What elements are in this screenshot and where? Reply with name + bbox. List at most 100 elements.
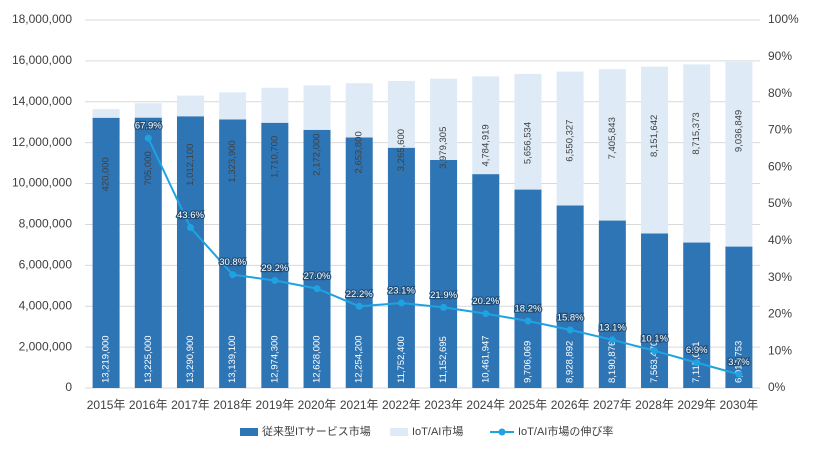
bar: [683, 64, 711, 243]
x-tick-label: 2019年: [255, 398, 294, 412]
bar: [345, 83, 373, 138]
bar-value-label: 8,190,876: [607, 341, 618, 383]
x-tick-label: 2024年: [466, 398, 505, 412]
bar: [345, 137, 373, 388]
line-point: [186, 224, 194, 232]
legend-label: IoT/AI市場: [412, 424, 463, 438]
line-value-label: 23.1%: [388, 286, 415, 297]
x-tick-label: 2017年: [171, 398, 210, 412]
bar: [472, 174, 500, 388]
bar: [514, 189, 542, 388]
y2-tick-label: 100%: [768, 12, 799, 26]
bar-value-label: 12,628,000: [312, 335, 323, 383]
y2-tick-label: 80%: [768, 86, 792, 100]
bar: [134, 117, 162, 388]
bar-value-label: 11,152,695: [438, 336, 449, 383]
legend-marker: [498, 428, 506, 436]
line-point: [229, 271, 237, 279]
line-point: [524, 317, 532, 325]
line-value-label: 22.2%: [346, 289, 373, 300]
bar: [598, 220, 626, 388]
bar-value-label: 6,550,327: [565, 120, 576, 162]
line-value-label: 21.9%: [430, 290, 457, 301]
bar: [641, 233, 669, 388]
bar-value-label: 5,656,534: [522, 122, 533, 164]
line-point: [735, 370, 743, 378]
bar: [261, 87, 289, 123]
line-value-label: 6.9%: [686, 345, 708, 356]
x-tick-label: 2021年: [340, 398, 379, 412]
y-tick-label: 6,000,000: [19, 258, 73, 272]
x-tick-label: 2029年: [677, 398, 716, 412]
bar: [176, 95, 204, 117]
bar-value-label: 6,917,753: [733, 341, 744, 383]
bar: [387, 80, 415, 148]
bar-value-label: 10,461,947: [480, 335, 491, 383]
y2-tick-label: 20%: [768, 307, 792, 321]
bar: [556, 71, 584, 206]
legend-label: 従来型ITサービス市場: [262, 424, 371, 438]
line-point: [566, 326, 574, 334]
line-value-label: 20.2%: [472, 296, 499, 307]
bar-value-label: 3,979,305: [438, 127, 449, 169]
line-value-label: 30.8%: [219, 257, 246, 268]
x-tick-label: 2025年: [509, 398, 548, 412]
legend-swatch: [240, 428, 258, 436]
x-tick-label: 2016年: [129, 398, 168, 412]
line-value-label: 10.1%: [641, 333, 668, 344]
bar-value-label: 705,000: [143, 151, 154, 185]
line-point: [313, 285, 321, 293]
bar-value-label: 12,974,300: [269, 335, 280, 383]
bar-value-label: 13,290,900: [185, 335, 196, 383]
line-point: [693, 359, 701, 367]
bar: [387, 147, 415, 388]
y-tick-label: 18,000,000: [12, 12, 72, 26]
bar: [219, 119, 247, 388]
bar: [303, 85, 331, 130]
y-tick-label: 0: [65, 380, 72, 394]
x-tick-label: 2026年: [551, 398, 590, 412]
line-point: [608, 336, 616, 344]
bar: [641, 66, 669, 234]
bar: [556, 205, 584, 388]
x-tick-label: 2020年: [298, 398, 337, 412]
bar-value-label: 1,710,700: [269, 136, 280, 178]
y-tick-label: 16,000,000: [12, 53, 72, 67]
y-tick-label: 14,000,000: [12, 94, 72, 108]
line-value-label: 29.2%: [261, 263, 288, 274]
y2-tick-label: 10%: [768, 343, 792, 357]
bar-value-label: 8,928,892: [565, 341, 576, 383]
bar: [92, 117, 120, 389]
bar-value-label: 8,151,642: [649, 115, 660, 157]
y-tick-label: 4,000,000: [19, 298, 73, 312]
y2-tick-label: 60%: [768, 159, 792, 173]
x-tick-label: 2030年: [720, 398, 759, 412]
bar-value-label: 13,225,000: [143, 335, 154, 383]
line-value-label: 3.7%: [728, 357, 750, 368]
bar-value-label: 12,254,200: [354, 335, 365, 383]
bar: [92, 109, 120, 118]
line-point: [440, 303, 448, 311]
bar: [219, 92, 247, 120]
line-value-label: 18.2%: [515, 304, 542, 315]
y2-tick-label: 30%: [768, 270, 792, 284]
line-point: [355, 302, 363, 310]
line-value-label: 13.1%: [599, 322, 626, 333]
y-tick-label: 2,000,000: [19, 339, 73, 353]
bar: [430, 159, 458, 388]
bar: [472, 76, 500, 175]
line-value-label: 15.8%: [557, 312, 584, 323]
line-point: [397, 299, 405, 307]
bar-value-label: 8,715,373: [691, 112, 702, 154]
line-point: [271, 277, 279, 285]
bar-value-label: 3,265,600: [396, 129, 407, 171]
y-tick-label: 8,000,000: [19, 217, 73, 231]
bar: [176, 116, 204, 388]
bar-value-label: 11,752,400: [396, 336, 407, 383]
bar-value-label: 13,139,100: [227, 335, 238, 383]
bar: [725, 246, 753, 388]
line-point: [482, 310, 490, 318]
legend-label: IoT/AI市場の伸び率: [518, 424, 613, 438]
bar-value-label: 2,653,800: [354, 131, 365, 173]
